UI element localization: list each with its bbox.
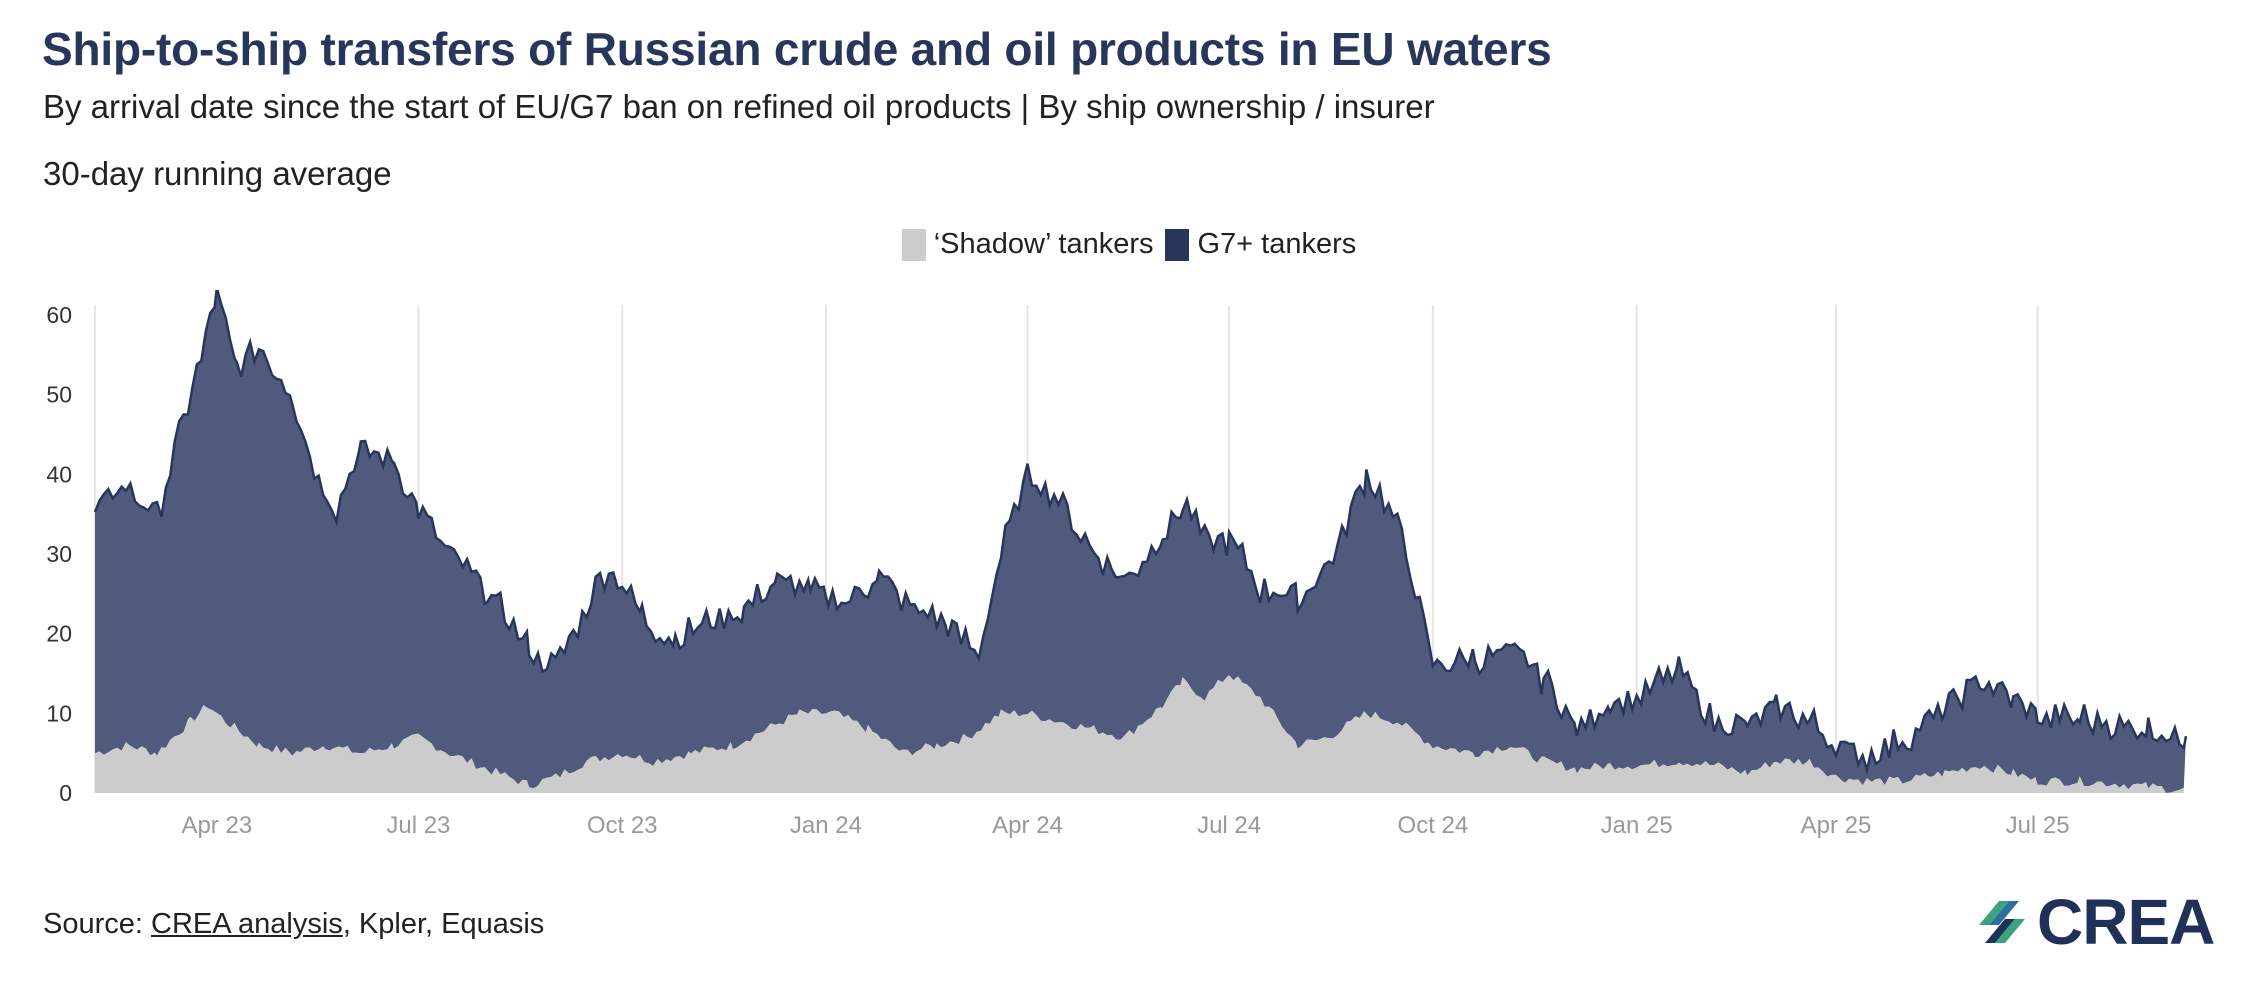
series-area-g7-tankers: [95, 290, 2186, 793]
series-areas: [93, 290, 2188, 793]
crea-logo: CREA: [1975, 885, 2215, 959]
x-tick-label: Oct 23: [587, 812, 658, 839]
legend-item-shadow[interactable]: ‘Shadow’ tankers: [901, 228, 1154, 261]
y-tick-label: 40: [46, 461, 72, 487]
source-note: Source: CREA analysis, Kpler, Equasis: [43, 908, 544, 941]
x-axis: Apr 23 Jul 23 Oct 23 Jan 24 Apr 24 Jul 24 Oct …: [181, 812, 2069, 839]
x-tick-label: Jan 25: [1601, 812, 1673, 839]
series-area-shadow-tankers: [95, 675, 2184, 793]
x-tick-label: Jul 23: [386, 812, 450, 839]
x-tick-label: Oct 24: [1398, 812, 1469, 839]
crea-logo-icon: [1979, 901, 2025, 943]
chart-title: Ship-to-ship transfers of Russian crude …: [42, 23, 1552, 75]
y-tick-label: 50: [46, 382, 72, 408]
legend-swatch-g7: [1165, 228, 1190, 261]
source-rest: , Kpler, Equasis: [342, 908, 545, 940]
legend-label-g7: G7+ tankers: [1197, 228, 1357, 260]
y-axis: 0 10 20 30 40 50 60: [46, 302, 72, 806]
chart-note: 30-day running average: [43, 155, 392, 192]
y-tick-label: 0: [59, 780, 72, 806]
series-line-g7-tankers: [93, 290, 2188, 775]
chart-legend: ‘Shadow’ tankers G7+ tankers: [0, 228, 2258, 261]
legend-item-g7[interactable]: G7+ tankers: [1165, 228, 1356, 261]
y-tick-label: 10: [46, 700, 72, 726]
x-tick-label: Apr 25: [1801, 812, 1872, 839]
x-tick-label: Jan 24: [790, 812, 862, 839]
chart-subtitle: By arrival date since the start of EU/G7…: [43, 88, 1435, 125]
source-prefix: Source:: [43, 908, 151, 940]
source-link[interactable]: CREA analysis: [151, 908, 343, 940]
x-tick-label: Apr 24: [992, 812, 1063, 839]
y-tick-label: 20: [46, 621, 72, 647]
y-tick-label: 30: [46, 541, 72, 567]
y-tick-label: 60: [46, 302, 72, 328]
crea-logo-text: CREA: [2037, 886, 2215, 958]
legend-swatch-shadow: [901, 228, 926, 261]
x-tick-label: Jul 24: [1197, 812, 1261, 839]
x-tick-label: Apr 23: [181, 812, 252, 839]
x-tick-label: Jul 25: [2006, 812, 2070, 839]
legend-label-shadow: ‘Shadow’ tankers: [933, 228, 1154, 260]
